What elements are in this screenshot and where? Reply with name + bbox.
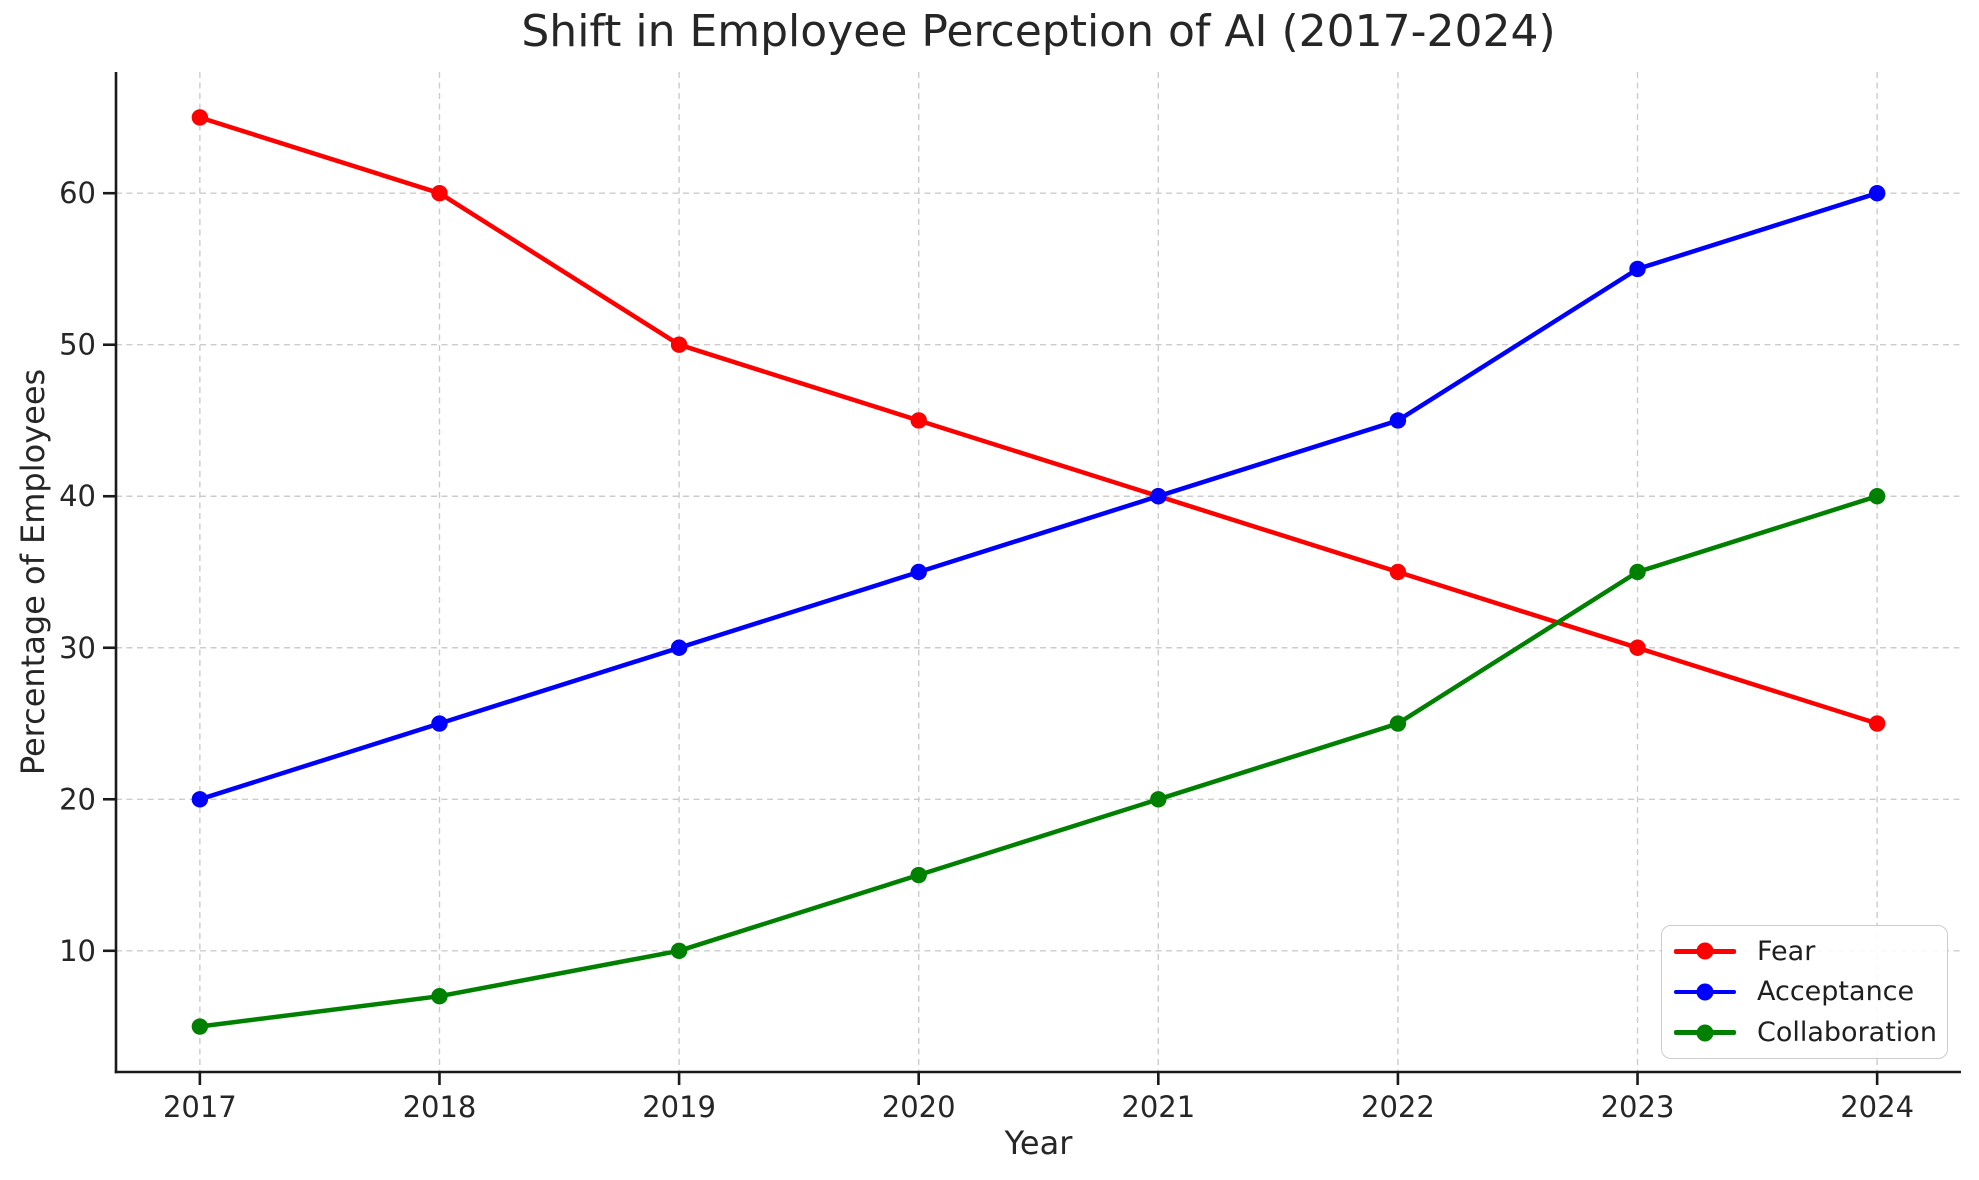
data-point-acceptance-2021 xyxy=(1150,488,1167,505)
x-tick-label-2024: 2024 xyxy=(1840,1090,1914,1124)
y-tick-label-60: 60 xyxy=(59,176,96,210)
legend-item-acceptance: Acceptance xyxy=(1672,972,1937,1012)
x-tick-label-2019: 2019 xyxy=(642,1090,716,1124)
x-tick-label-2021: 2021 xyxy=(1121,1090,1195,1124)
tick-labels: 2017 2018 2019 2020 2021 2022 2023 2024 10 20 30 40… xyxy=(59,176,1914,1124)
data-point-acceptance-2022 xyxy=(1389,412,1407,429)
data-point-fear-2019 xyxy=(670,336,688,353)
y-tick-label-50: 50 xyxy=(59,328,96,362)
legend-marker-collaboration xyxy=(1696,1024,1714,1042)
data-point-collaboration-2017 xyxy=(191,1018,209,1035)
data-point-fear-2022 xyxy=(1389,563,1407,581)
series-line-collaboration xyxy=(197,493,1880,1029)
legend-swatch-fear xyxy=(1674,942,1736,960)
x-tick-label-2020: 2020 xyxy=(882,1090,956,1124)
axes-spines xyxy=(114,72,1961,1074)
chart-title: Shift in Employee Perception of AI (2017… xyxy=(521,6,1556,57)
y-tick-label-20: 20 xyxy=(59,782,96,816)
legend-swatch-collaboration xyxy=(1674,1024,1736,1042)
series-acceptance xyxy=(191,185,1886,808)
data-point-acceptance-2023 xyxy=(1629,260,1646,278)
x-axis-label: Year xyxy=(1004,1124,1073,1162)
data-point-collaboration-2018 xyxy=(431,988,448,1005)
data-point-collaboration-2022 xyxy=(1389,715,1407,732)
y-tick-label-30: 30 xyxy=(59,631,96,665)
tick-marks xyxy=(103,191,1879,1085)
x-tick-label-2022: 2022 xyxy=(1361,1090,1435,1124)
x-tick-label-2023: 2023 xyxy=(1601,1090,1675,1124)
legend-item-fear: Fear xyxy=(1672,931,1937,971)
series-line-acceptance xyxy=(197,190,1880,802)
data-point-fear-2020 xyxy=(910,412,927,429)
legend-marker-fear xyxy=(1696,942,1714,960)
legend: Fear Acceptance Collaboration xyxy=(1661,925,1948,1059)
y-tick-label-40: 40 xyxy=(59,479,96,513)
x-tick-label-2018: 2018 xyxy=(403,1090,477,1124)
legend-label-collaboration: Collaboration xyxy=(1757,1017,1937,1049)
x-tick-label-2017: 2017 xyxy=(163,1090,237,1124)
y-axis-label: Percentage of Employees xyxy=(14,368,52,776)
legend-item-collaboration: Collaboration xyxy=(1672,1013,1937,1053)
data-point-acceptance-2020 xyxy=(910,563,927,581)
series-line-fear xyxy=(197,115,1880,726)
legend-swatch-acceptance xyxy=(1674,983,1736,1001)
data-point-collaboration-2024 xyxy=(1868,488,1886,505)
series-fear xyxy=(191,109,1886,732)
legend-label-fear: Fear xyxy=(1757,935,1816,967)
legend-marker-acceptance xyxy=(1696,983,1714,1001)
data-point-acceptance-2017 xyxy=(191,791,209,808)
legend-label-acceptance: Acceptance xyxy=(1757,976,1915,1008)
data-point-acceptance-2018 xyxy=(431,715,448,732)
data-point-fear-2024 xyxy=(1868,715,1886,732)
data-point-fear-2017 xyxy=(191,109,209,126)
data-point-fear-2018 xyxy=(431,185,448,202)
data-point-fear-2023 xyxy=(1629,639,1646,656)
data-point-collaboration-2023 xyxy=(1629,563,1646,581)
data-point-collaboration-2020 xyxy=(910,866,927,884)
gridlines xyxy=(116,72,1961,1072)
data-point-acceptance-2019 xyxy=(670,639,688,656)
y-tick-label-10: 10 xyxy=(59,934,96,968)
data-point-collaboration-2019 xyxy=(670,942,688,959)
data-point-collaboration-2021 xyxy=(1150,791,1167,808)
series-collaboration xyxy=(191,488,1886,1035)
data-point-acceptance-2024 xyxy=(1868,185,1886,202)
